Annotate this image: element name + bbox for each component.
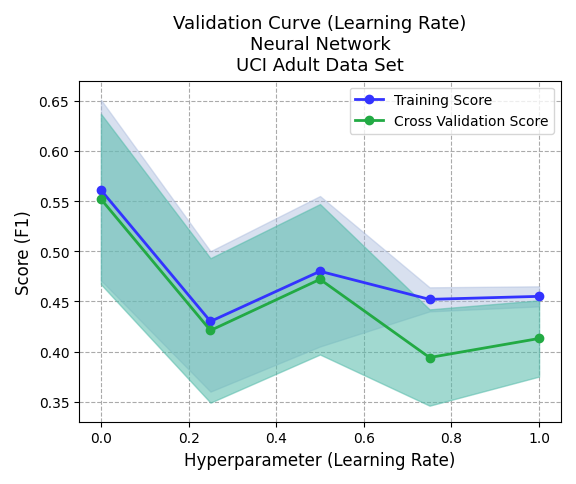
Cross Validation Score bbox=[97, 197, 104, 202]
Training Score bbox=[207, 319, 214, 325]
Cross Validation Score bbox=[536, 336, 543, 342]
X-axis label: Hyperparameter (Learning Rate): Hyperparameter (Learning Rate) bbox=[184, 451, 456, 469]
Legend: Training Score, Cross Validation Score: Training Score, Cross Validation Score bbox=[350, 89, 554, 135]
Line: Training Score: Training Score bbox=[97, 186, 543, 326]
Cross Validation Score bbox=[207, 328, 214, 333]
Training Score bbox=[536, 294, 543, 300]
Y-axis label: Score (F1): Score (F1) bbox=[15, 210, 33, 294]
Training Score bbox=[97, 188, 104, 194]
Title: Validation Curve (Learning Rate)
Neural Network
UCI Adult Data Set: Validation Curve (Learning Rate) Neural … bbox=[173, 15, 467, 75]
Cross Validation Score bbox=[426, 355, 433, 361]
Cross Validation Score bbox=[317, 277, 324, 283]
Training Score bbox=[426, 297, 433, 302]
Training Score bbox=[317, 269, 324, 274]
Line: Cross Validation Score: Cross Validation Score bbox=[97, 196, 543, 362]
